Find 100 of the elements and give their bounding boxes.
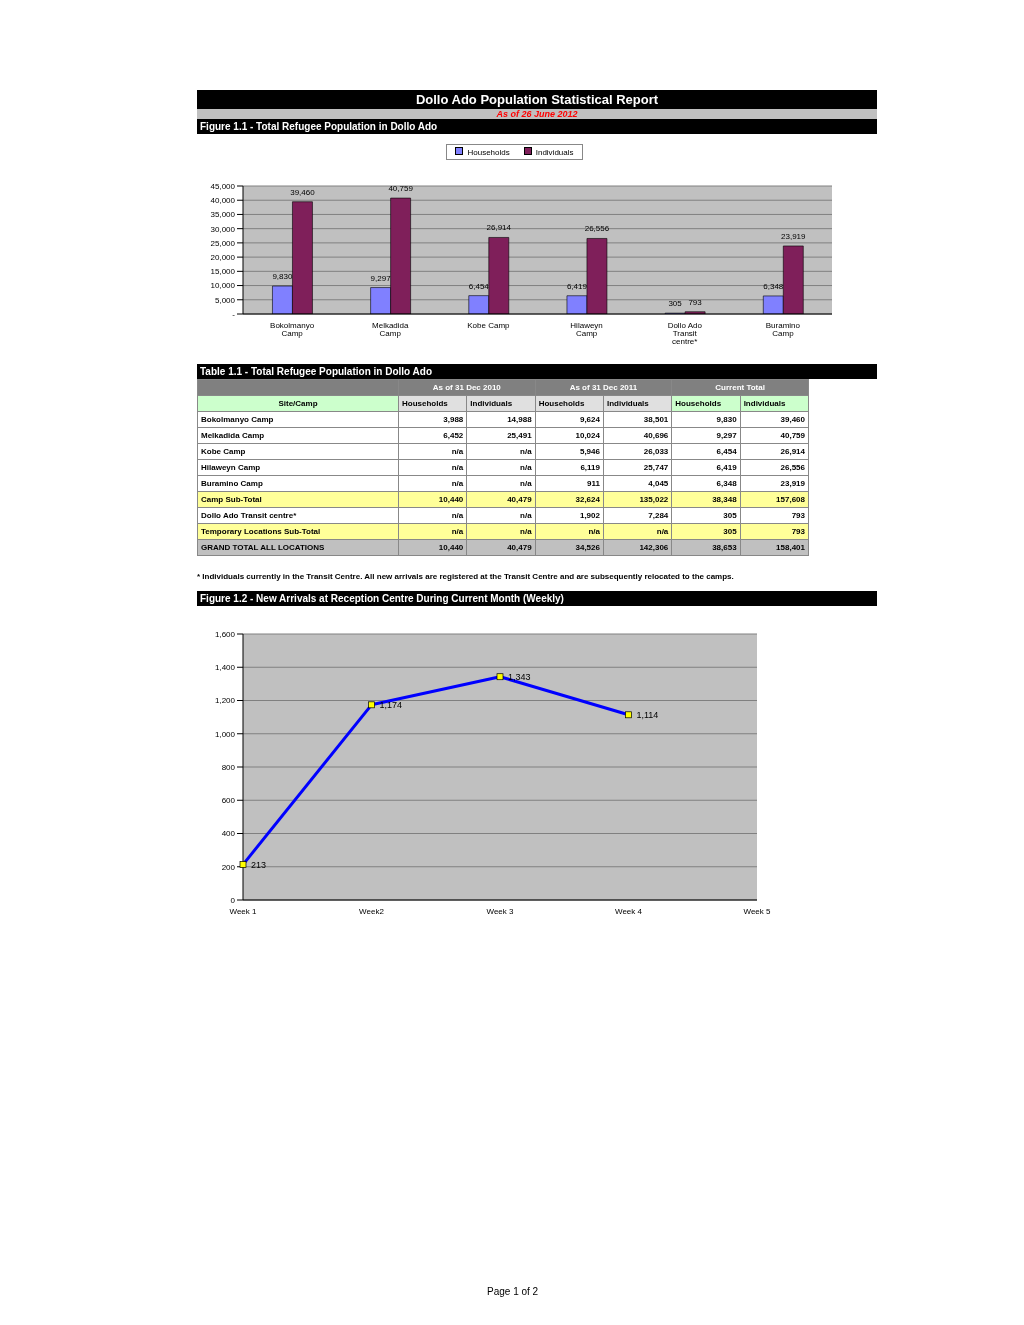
data-label: 213 <box>251 859 267 870</box>
text: 26,033 <box>643 447 669 456</box>
text: n/a <box>520 479 532 488</box>
text: 142,306 <box>639 543 669 552</box>
text: 7,284 <box>648 511 669 520</box>
x-tick-label: Week 3 <box>486 906 515 916</box>
x-tick-label: Kobe Camp <box>467 320 511 330</box>
text: 25,491 <box>507 431 532 440</box>
text: 23,919 <box>780 479 805 488</box>
text: As of 31 Dec 2010 <box>398 379 536 396</box>
text: 39,460 <box>780 415 805 424</box>
text: 3,988 <box>443 415 464 424</box>
x-tick-label: Hilaweyn Camp <box>570 320 603 338</box>
text: 38,653 <box>712 543 737 552</box>
data-label: 1,114 <box>636 709 659 720</box>
text: 38,348 <box>712 495 737 504</box>
caption: Figure 1.1 - Total Refugee Population in Dollo Ado <box>197 119 877 134</box>
text: 40,479 <box>507 495 532 504</box>
y-tick-label: 15,000 <box>210 267 236 277</box>
y-tick-label: 1,400 <box>214 663 236 673</box>
category-label: Buramino Camp <box>201 479 263 488</box>
category-label: Individuals <box>740 395 809 412</box>
text: 135,022 <box>639 495 669 504</box>
text: 305 <box>723 511 737 520</box>
text: n/a <box>451 479 464 488</box>
text: 10,440 <box>438 543 464 552</box>
y-tick-label: - <box>232 309 236 319</box>
text: 40,479 <box>507 543 532 552</box>
x-tick-label: Melkadida Camp <box>372 320 410 338</box>
legend-label: Individuals <box>534 147 574 157</box>
text: n/a <box>451 527 464 536</box>
y-tick-label: 10,000 <box>210 281 236 291</box>
category-label: Dollo Ado Transit centre* <box>201 511 297 520</box>
category-label: Bokolmanyo Camp <box>201 415 274 424</box>
data-label: 6,419 <box>566 281 588 291</box>
text: * Individuals currently in the Transit Centre. All new arrivals are registered at the Transit Centre and are subsequently relocated to the camps. <box>197 572 735 581</box>
data-label: 9,830 <box>272 272 293 282</box>
text: 26,556 <box>780 463 805 472</box>
text: n/a <box>451 447 464 456</box>
text: As of 31 Dec 2011 <box>535 379 672 396</box>
text: 158,401 <box>776 543 805 552</box>
data-label: 40,759 <box>388 184 414 194</box>
text: n/a <box>520 447 532 456</box>
text: 10,024 <box>575 431 600 440</box>
text: 40,759 <box>780 431 805 440</box>
y-tick-label: 1,000 <box>214 729 236 739</box>
y-tick-label: 400 <box>221 829 236 839</box>
y-tick-label: 600 <box>221 796 236 806</box>
x-tick-label: Week2 <box>359 906 385 916</box>
text: 6,452 <box>443 431 464 440</box>
y-tick-label: 800 <box>221 762 236 772</box>
data-label: 793 <box>688 297 703 307</box>
text: n/a <box>588 527 600 536</box>
text: Page 1 of 2 <box>487 1286 539 1297</box>
y-tick-label: 0 <box>230 895 236 905</box>
category-label: Camp Sub-Total <box>201 495 262 504</box>
x-tick-label: Buramino Camp <box>765 320 801 338</box>
data-label: 305 <box>668 299 683 309</box>
legend-label: Households <box>466 147 510 157</box>
text: Current Total <box>671 379 809 396</box>
data-label: 6,454 <box>468 281 490 291</box>
category-label: Melkadida Camp <box>201 431 265 440</box>
category-label: Individuals <box>603 395 672 412</box>
text: 6,419 <box>716 463 737 472</box>
data-label: 26,914 <box>486 223 512 233</box>
data-label: 6,348 <box>763 281 784 291</box>
text: 14,988 <box>507 415 532 424</box>
y-tick-label: 20,000 <box>210 252 236 262</box>
y-tick-label: 200 <box>221 862 236 872</box>
text: 6,119 <box>580 463 600 472</box>
category-label: Households <box>671 395 741 412</box>
text: 10,440 <box>438 495 464 504</box>
y-tick-label: 35,000 <box>210 210 236 220</box>
y-tick-label: 1,200 <box>214 696 236 706</box>
text: 793 <box>791 511 805 520</box>
text: 4,045 <box>648 479 669 488</box>
text: Table 1.1 - Total Refugee Population in Dollo Ado <box>197 364 877 379</box>
y-tick-label: 45,000 <box>210 181 236 191</box>
chart-title: Dollo Ado Population Statistical Report <box>197 90 877 109</box>
text: 38,501 <box>643 415 669 424</box>
x-tick-label: Dollo Ado Transit centre* <box>667 320 703 346</box>
text: 911 <box>587 479 600 488</box>
x-tick-label: Week 4 <box>615 906 643 916</box>
text: 157,608 <box>776 495 805 504</box>
category-label: Site/Camp <box>197 395 399 412</box>
text: n/a <box>656 527 669 536</box>
text: 26,914 <box>780 447 805 456</box>
y-tick-label: 25,000 <box>210 238 236 248</box>
y-tick-label: 40,000 <box>210 196 236 206</box>
data-label: 1,174 <box>379 700 403 711</box>
category-label: GRAND TOTAL ALL LOCATIONS <box>201 543 325 552</box>
category-label: Hilaweyn Camp <box>201 463 261 472</box>
text: 32,624 <box>575 495 600 504</box>
text: n/a <box>520 463 532 472</box>
text: 9,830 <box>716 415 737 424</box>
text: 1,902 <box>579 511 600 520</box>
text: n/a <box>451 511 464 520</box>
data-label: 23,919 <box>781 231 807 241</box>
chart-title: Figure 1.2 - New Arrivals at Reception Centre During Current Month (Weekly) <box>197 591 877 606</box>
text: 6,454 <box>716 447 737 456</box>
